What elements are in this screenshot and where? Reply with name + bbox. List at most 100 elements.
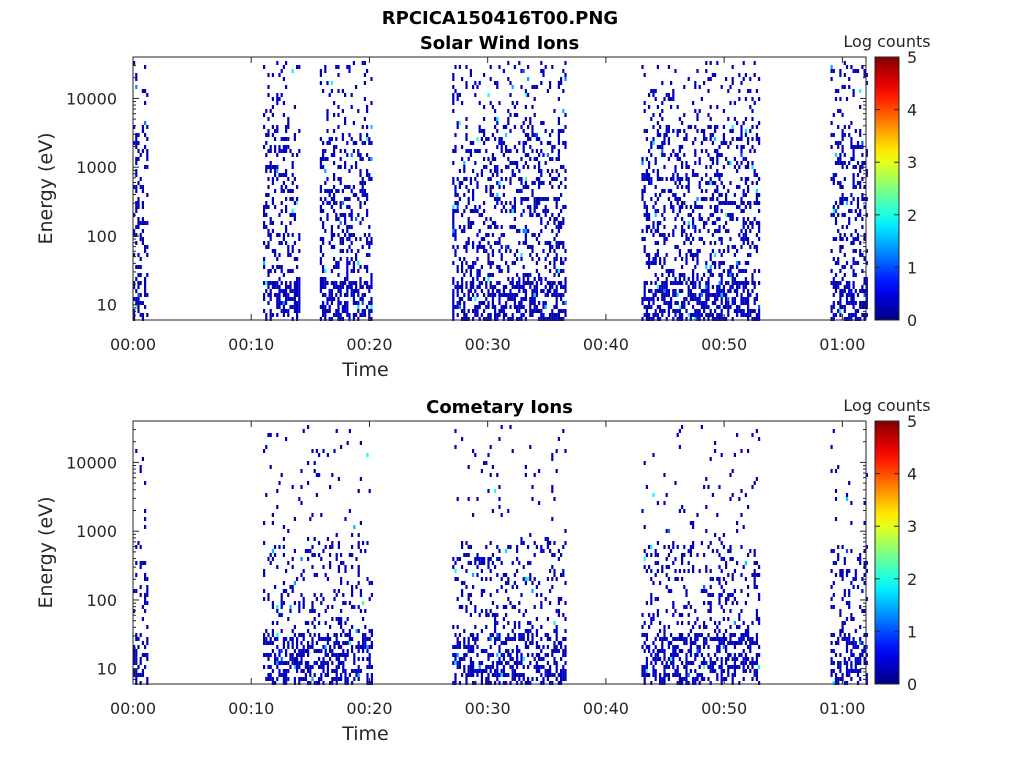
heat-cell <box>654 573 657 577</box>
heat-cell <box>555 257 558 261</box>
heat-cell <box>276 637 279 641</box>
heat-cell <box>687 621 690 625</box>
heat-cell <box>278 673 281 677</box>
heat-cell <box>557 85 560 89</box>
heat-cell <box>641 509 644 513</box>
heat-cell <box>716 289 719 293</box>
heat-cell <box>731 557 734 561</box>
heat-cell <box>133 285 136 289</box>
heat-cell <box>496 621 499 625</box>
heat-cell <box>280 281 283 285</box>
heat-cell <box>643 641 646 645</box>
heat-cell <box>335 593 338 597</box>
heat-cell <box>540 141 543 145</box>
heat-cell <box>498 181 501 185</box>
heat-cell <box>832 305 835 309</box>
heat-cell <box>348 673 351 677</box>
heat-cell <box>645 669 648 673</box>
heat-cell <box>540 217 543 221</box>
heat-cell <box>856 69 860 73</box>
heat-cell <box>681 649 684 653</box>
heat-cell <box>562 285 565 289</box>
heat-cell <box>736 293 739 297</box>
heat-cell <box>652 233 655 237</box>
heat-cell <box>865 197 868 201</box>
heat-cell <box>335 281 338 285</box>
heat-cell <box>337 261 340 265</box>
heat-cell <box>733 569 736 573</box>
heat-cell <box>557 293 560 297</box>
heat-cell <box>683 113 686 117</box>
heat-cell <box>326 309 329 313</box>
heat-cell <box>740 637 743 641</box>
heat-cell <box>476 245 479 249</box>
heat-cell <box>463 193 466 197</box>
heat-cell <box>694 85 697 89</box>
heat-cell <box>341 133 344 137</box>
heat-cell <box>843 317 846 321</box>
heat-cell <box>461 265 464 269</box>
heat-cell <box>282 189 285 193</box>
heat-cell <box>740 449 743 453</box>
heat-cell <box>709 61 712 65</box>
heat-cell <box>289 609 292 613</box>
heat-cell <box>694 285 697 289</box>
heat-cell <box>282 677 285 681</box>
heat-cell <box>287 177 290 181</box>
heat-cell <box>709 213 712 217</box>
heat-cell <box>276 169 279 173</box>
heat-cell <box>454 305 457 309</box>
heat-cell <box>293 177 296 181</box>
heat-cell <box>472 309 475 313</box>
heat-cell <box>555 177 558 181</box>
heat-cell <box>727 549 730 553</box>
heat-cell <box>557 225 560 229</box>
heat-cell <box>685 589 688 593</box>
heat-cell <box>472 241 475 245</box>
heat-cell <box>742 669 745 673</box>
heat-cell <box>850 209 853 213</box>
heat-cell <box>456 281 459 285</box>
heat-cell <box>291 629 294 633</box>
heat-cell <box>489 653 492 657</box>
heat-cell <box>729 609 732 613</box>
heat-cell <box>740 149 743 153</box>
heat-cell <box>832 213 835 217</box>
heat-cell <box>667 641 670 645</box>
heat-cell <box>289 281 292 285</box>
heat-cell <box>663 629 666 633</box>
heat-cell <box>705 589 708 593</box>
heat-cell <box>487 293 490 297</box>
heat-cell <box>476 553 479 557</box>
heat-cell <box>309 645 312 649</box>
heat-cell <box>643 293 646 297</box>
heat-cell <box>269 109 272 113</box>
heat-cell <box>465 137 468 141</box>
heat-cell <box>689 253 692 257</box>
heat-cell <box>557 129 560 133</box>
heat-cell <box>330 137 333 141</box>
heat-cell <box>755 125 758 129</box>
heat-cell <box>683 301 686 305</box>
heat-cell <box>687 549 690 553</box>
heat-cell <box>656 317 659 321</box>
heat-cell <box>368 581 371 585</box>
heat-cell <box>135 289 138 293</box>
heat-cell <box>654 669 657 673</box>
heat-cell <box>326 665 329 669</box>
heat-cell <box>467 673 470 677</box>
heat-cell <box>538 301 541 305</box>
heat-cell <box>291 557 294 561</box>
heat-cell <box>736 313 739 317</box>
heat-cell <box>698 85 701 89</box>
heat-cell <box>361 293 364 297</box>
heat-cell <box>707 633 710 637</box>
heat-cell <box>542 305 545 309</box>
heat-cell <box>465 125 468 129</box>
heat-cell <box>687 313 690 317</box>
heat-cell <box>731 641 734 645</box>
heat-cell <box>522 273 525 277</box>
heat-cell <box>557 269 560 273</box>
heat-cell <box>500 641 503 645</box>
heat-cell <box>672 661 675 665</box>
